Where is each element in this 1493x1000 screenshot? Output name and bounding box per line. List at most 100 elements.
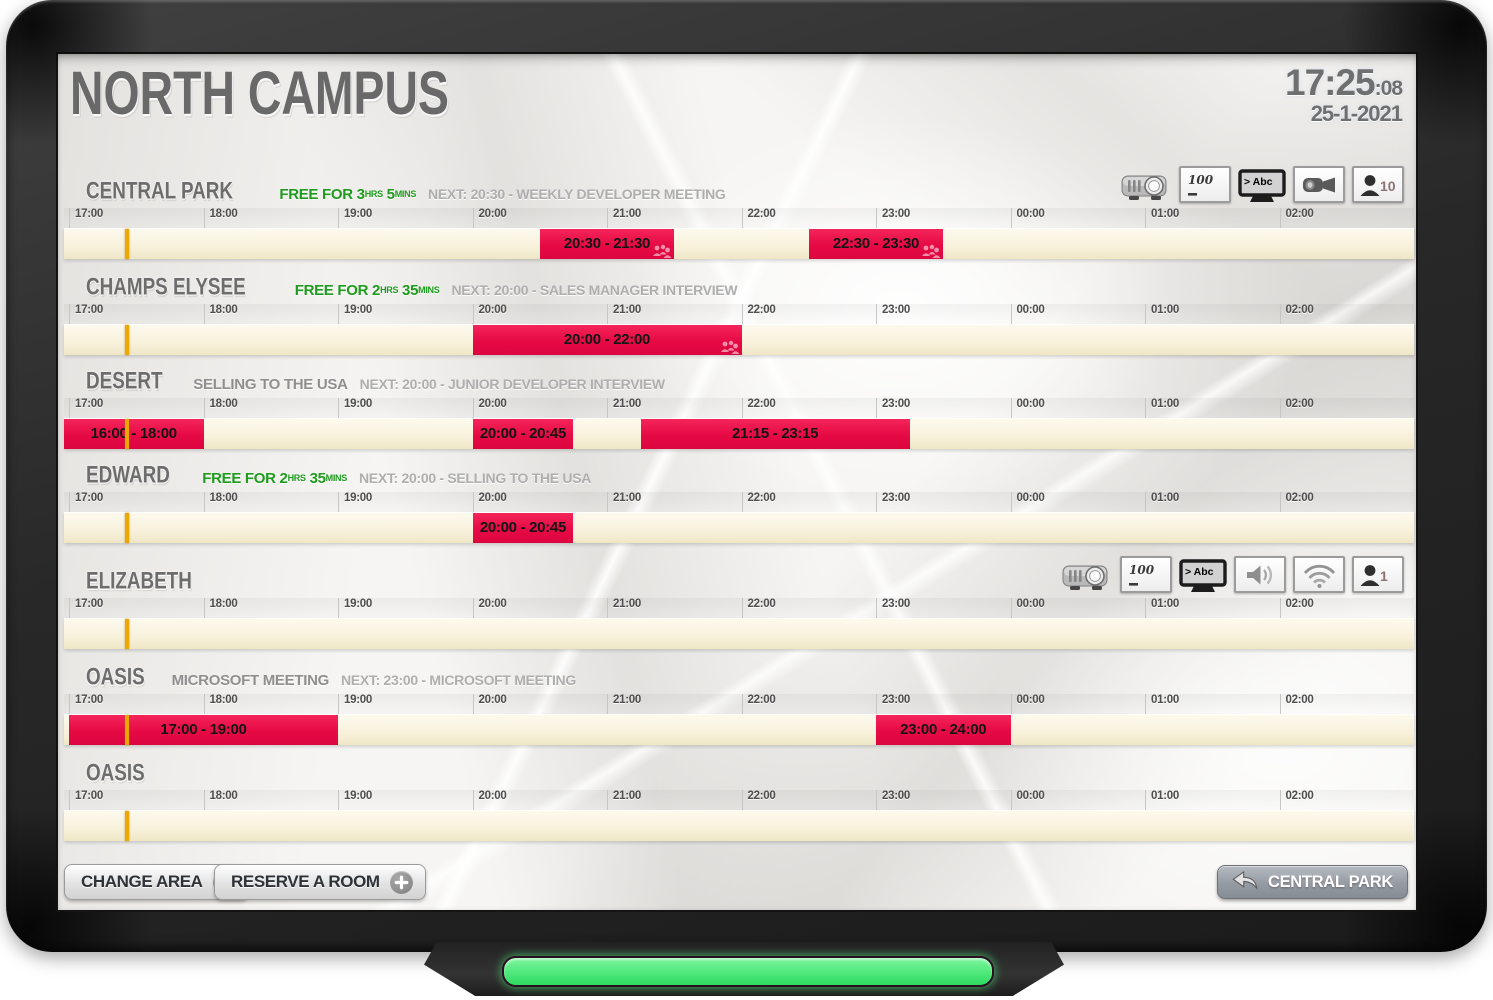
room-name[interactable]: EDWARD: [86, 460, 170, 488]
video-camera-icon: [1293, 166, 1345, 203]
booking-block[interactable]: 17:00 - 19:00: [69, 715, 338, 745]
tick-label: 18:00: [203, 492, 238, 513]
timeline-bar[interactable]: 20:00 - 20:45: [64, 512, 1414, 543]
back-room-label: CENTRAL PARK: [1267, 872, 1393, 891]
room-header: CHAMPS ELYSEE FREE FOR 2HRS 35MINS NEXT: …: [86, 272, 1088, 301]
room-name[interactable]: ELIZABETH: [86, 566, 192, 594]
next-meeting: NEXT: 20:30 - WEEKLY DEVELOPER MEETING: [428, 186, 726, 202]
tick-label: 23:00: [876, 398, 910, 419]
tick-label: 01:00: [1145, 492, 1179, 513]
clock: 17:25:08 25-1-2021: [1285, 62, 1403, 127]
tick-label: 22:00: [741, 790, 776, 811]
plus-icon: [389, 870, 413, 894]
projector-icon: [1120, 169, 1172, 203]
tick-label: 02:00: [1279, 304, 1314, 325]
clock-date: 25-1-2021: [1310, 101, 1403, 126]
booking-block[interactable]: 20:00 - 20:45: [472, 513, 574, 543]
current-time-line: [125, 419, 130, 449]
timeline-bar[interactable]: 20:00 - 22:00: [64, 324, 1414, 355]
tick-label: 01:00: [1145, 694, 1179, 715]
booking-block[interactable]: 20:00 - 20:45: [472, 419, 574, 449]
current-time-line: [125, 229, 130, 259]
back-to-room-button[interactable]: CENTRAL PARK: [1216, 865, 1408, 899]
timeline-bar[interactable]: 16:00 - 18:00 20:00 - 20:45 21:15 - 23:15: [64, 418, 1414, 449]
room-row: EDWARD FREE FOR 2HRS 35MINS NEXT: 20:00 -…: [56, 456, 1418, 544]
equipment-icons: 100 > Abc 10: [1113, 166, 1404, 203]
tick-label: 02:00: [1279, 398, 1314, 419]
room-name[interactable]: OASIS: [86, 662, 145, 690]
tick-label: 01:00: [1145, 208, 1179, 229]
reserve-room-button[interactable]: RESERVE A ROOM: [214, 864, 426, 900]
tick-label: 02:00: [1279, 790, 1314, 811]
tick-label: 21:00: [607, 790, 641, 811]
tick-label: 23:00: [876, 694, 910, 715]
booking-time-label: 16:00 - 18:00: [90, 425, 177, 442]
svg-text:> Abc: > Abc: [1244, 176, 1273, 188]
timeline-bar[interactable]: 17:00 - 19:00 23:00 - 24:00: [64, 714, 1414, 745]
tick-label: 20:00: [472, 304, 507, 325]
room-row: ELIZABETH 100 > Abc 1 17:00 18:00 19:00 20:00…: [56, 556, 1418, 650]
room-row: OASIS MICROSOFT MEETING NEXT: 23:00 - MIC…: [56, 658, 1418, 746]
reserve-room-label: RESERVE A ROOM: [231, 872, 380, 891]
status-led-bar: [502, 956, 994, 987]
tick-label: 23:00: [876, 492, 910, 513]
tick-label: 22:00: [741, 398, 776, 419]
tick-label: 17:00: [69, 694, 103, 715]
tick-label: 17:00: [69, 398, 103, 419]
room-status: SELLING TO THE USA NEXT: 20:00 - JUNIOR D…: [193, 376, 665, 393]
booking-block[interactable]: 21:15 - 23:15: [640, 419, 910, 449]
clock-seconds: :08: [1374, 77, 1403, 100]
booking-block[interactable]: 20:30 - 21:30: [539, 229, 675, 259]
timeline-bar[interactable]: [64, 810, 1414, 841]
free-status: FREE FOR 3HRS 5MINS: [279, 186, 417, 203]
tv-icon: > Abc: [1179, 559, 1227, 593]
room-name[interactable]: CHAMPS ELYSEE: [86, 272, 246, 300]
booking-block[interactable]: 16:00 - 18:00: [64, 419, 204, 449]
tick-label: 17:00: [69, 598, 103, 619]
whiteboard-icon: 100: [1120, 556, 1172, 593]
tick-label: 01:00: [1145, 304, 1179, 325]
timeline-bar[interactable]: [64, 618, 1414, 649]
back-arrow-icon: [1232, 870, 1259, 895]
current-time-line: [125, 513, 130, 543]
tick-label: 19:00: [338, 208, 372, 229]
tick-label: 00:00: [1010, 492, 1045, 513]
tick-label: 20:00: [472, 398, 507, 419]
free-status: FREE FOR 2HRS 35MINS: [294, 282, 440, 299]
tick-label: 20:00: [472, 694, 507, 715]
tick-label: 20:00: [472, 492, 507, 513]
booking-block[interactable]: 20:00 - 22:00: [472, 325, 742, 355]
tick-label: 21:00: [607, 208, 641, 229]
tick-label: 22:00: [741, 492, 776, 513]
tick-label: 22:00: [741, 304, 776, 325]
tv-icon: > Abc: [1238, 169, 1286, 203]
next-meeting: NEXT: 23:00 - MICROSOFT MEETING: [340, 672, 576, 688]
next-meeting: NEXT: 20:00 - JUNIOR DEVELOPER INTERVIEW: [359, 376, 665, 392]
svg-text:> Abc: > Abc: [1185, 566, 1214, 578]
timeline-ticks: 17:00 18:00 19:00 20:00 21:00 22:00 23:00 00:00…: [64, 208, 1414, 229]
room-name[interactable]: DESERT: [86, 366, 163, 394]
tick-label: 20:00: [472, 790, 507, 811]
tick-label: 19:00: [338, 304, 372, 325]
tick-label: 23:00: [876, 208, 910, 229]
booking-time-label: 21:15 - 23:15: [732, 425, 819, 442]
tick-label: 00:00: [1010, 398, 1045, 419]
booking-block[interactable]: 22:30 - 23:30: [808, 229, 944, 259]
tick-label: 01:00: [1145, 598, 1179, 619]
room-name[interactable]: CENTRAL PARK: [86, 176, 234, 204]
timeline-bar[interactable]: 20:30 - 21:30 22:30 - 23:30: [64, 228, 1414, 259]
tick-label: 23:00: [876, 790, 910, 811]
timeline-ticks: 17:00 18:00 19:00 20:00 21:00 22:00 23:00 00:00…: [64, 398, 1414, 419]
room-row: OASIS 17:00 18:00 19:00 20:00 21:00 22:00 23:0…: [56, 754, 1418, 842]
tick-label: 18:00: [203, 208, 238, 229]
tick-label: 02:00: [1279, 492, 1314, 513]
room-row: CHAMPS ELYSEE FREE FOR 2HRS 35MINS NEXT: …: [56, 268, 1418, 356]
tick-label: 01:00: [1145, 790, 1179, 811]
tick-label: 02:00: [1279, 208, 1314, 229]
room-status: FREE FOR 2HRS 35MINS NEXT: 20:00 - SALES …: [295, 282, 738, 299]
room-name[interactable]: OASIS: [86, 758, 145, 786]
booking-block[interactable]: 23:00 - 24:00: [876, 715, 1011, 745]
booking-time-label: 20:30 - 21:30: [563, 235, 651, 252]
page-title: NORTH CAMPUS: [70, 59, 449, 128]
